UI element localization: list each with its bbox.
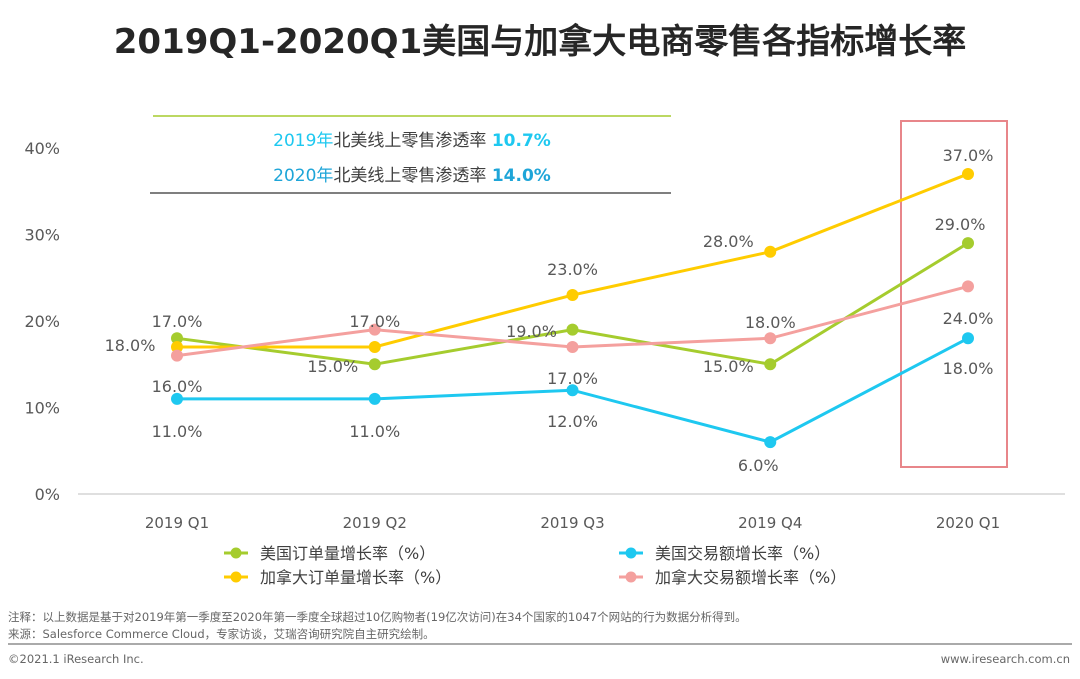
data-label: 17.0% xyxy=(349,312,400,331)
legend-swatch-marker xyxy=(230,571,242,583)
x-tick-label: 2020 Q1 xyxy=(936,514,1000,532)
legend-label: 加拿大交易额增长率（%） xyxy=(655,568,846,587)
data-point xyxy=(368,392,381,405)
data-point xyxy=(962,332,974,345)
x-tick-label: 2019 Q3 xyxy=(540,514,604,532)
data-point xyxy=(566,289,579,302)
website: www.iresearch.com.cn xyxy=(940,652,1070,666)
data-label: 11.0% xyxy=(349,422,400,441)
legend-swatch-marker xyxy=(230,547,242,559)
data-label: 37.0% xyxy=(943,146,994,165)
highlight-box xyxy=(900,120,1008,468)
data-point xyxy=(368,323,381,336)
data-point xyxy=(566,384,579,397)
y-tick-label: 0% xyxy=(35,485,60,504)
legend-label: 美国交易额增长率（%） xyxy=(655,544,830,563)
data-label: 29.0% xyxy=(935,215,986,234)
x-tick-label: 2019 Q2 xyxy=(343,514,407,532)
legend-swatch-marker xyxy=(625,547,637,559)
data-point xyxy=(764,245,777,258)
data-label: 19.0% xyxy=(506,322,557,341)
x-tick-label: 2019 Q1 xyxy=(145,514,209,532)
data-point xyxy=(368,358,381,371)
legend-swatch-marker xyxy=(625,571,637,583)
y-tick-label: 30% xyxy=(24,226,60,245)
data-label: 6.0% xyxy=(738,456,779,475)
annotation-line-1: 2019年北美线上零售渗透率 10.7% xyxy=(273,131,551,151)
data-point xyxy=(764,436,777,449)
annotation-line-2: 2020年北美线上零售渗透率 14.0% xyxy=(273,166,551,186)
data-label: 18.0% xyxy=(105,336,156,355)
y-tick-label: 20% xyxy=(24,312,60,331)
data-point xyxy=(764,358,777,371)
data-point xyxy=(368,340,381,353)
copyright: ©2021.1 iResearch Inc. xyxy=(8,652,144,666)
data-point xyxy=(962,237,974,250)
data-point xyxy=(764,332,777,345)
data-label: 17.0% xyxy=(152,312,203,331)
data-point xyxy=(962,167,974,180)
data-label: 12.0% xyxy=(547,412,598,431)
data-label: 18.0% xyxy=(943,359,994,378)
data-point xyxy=(171,349,183,362)
chart-title: 2019Q1-2020Q1美国与加拿大电商零售各指标增长率 xyxy=(113,22,967,62)
y-tick-label: 10% xyxy=(24,399,60,418)
y-tick-label: 40% xyxy=(24,139,60,158)
data-label: 18.0% xyxy=(745,313,796,332)
data-label: 23.0% xyxy=(547,260,598,279)
data-point xyxy=(171,340,183,353)
data-label: 15.0% xyxy=(703,357,754,376)
data-label: 24.0% xyxy=(943,309,994,328)
data-label: 16.0% xyxy=(152,377,203,396)
data-label: 28.0% xyxy=(703,232,754,251)
data-point xyxy=(962,280,974,293)
data-point xyxy=(566,323,579,336)
data-label: 15.0% xyxy=(307,357,358,376)
data-point xyxy=(171,392,183,405)
data-point xyxy=(171,332,183,345)
data-point xyxy=(566,340,579,353)
x-tick-label: 2019 Q4 xyxy=(738,514,802,532)
source-text: 来源：Salesforce Commerce Cloud，专家访谈，艾瑞咨询研究… xyxy=(8,627,435,641)
data-label: 11.0% xyxy=(152,422,203,441)
note-text: 注释：以上数据是基于对2019年第一季度至2020年第一季度全球超过10亿购物者… xyxy=(8,610,747,624)
data-label: 17.0% xyxy=(547,369,598,388)
legend-label: 美国订单量增长率（%） xyxy=(260,544,435,563)
legend-label: 加拿大订单量增长率（%） xyxy=(260,568,451,587)
